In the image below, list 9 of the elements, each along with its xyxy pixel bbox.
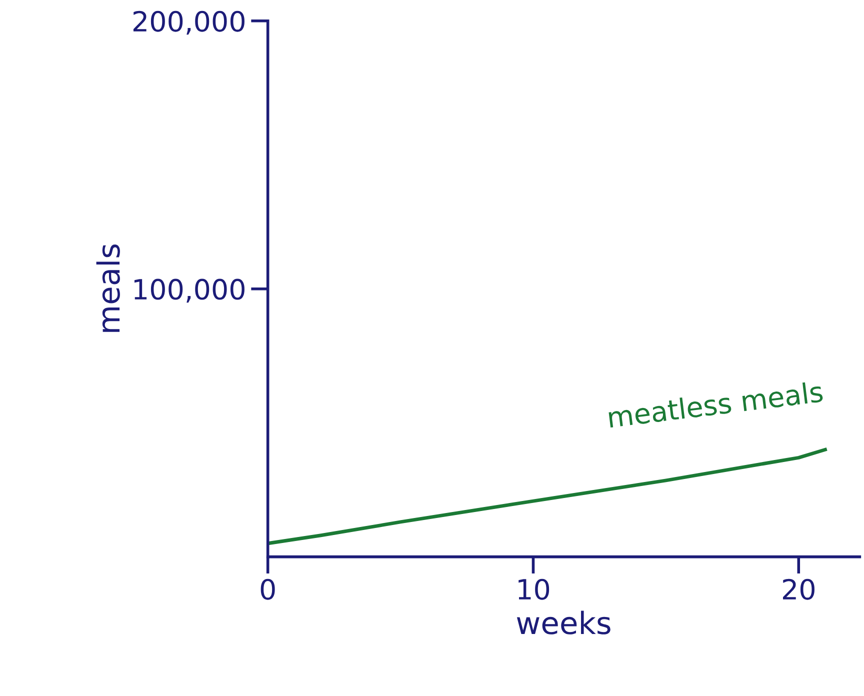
y-axis-title: meals	[96, 244, 120, 332]
y-tick-label: 200,000	[133, 10, 244, 35]
x-tick-label: 20	[783, 578, 814, 600]
x-tick-label: 10	[518, 578, 550, 600]
line-series	[268, 448, 827, 546]
y-tick-label: 100,000	[134, 278, 244, 303]
text: meatless meals	[608, 380, 824, 428]
x-tick-label: 0	[260, 578, 275, 600]
x-axis-title: weeks	[516, 610, 610, 634]
